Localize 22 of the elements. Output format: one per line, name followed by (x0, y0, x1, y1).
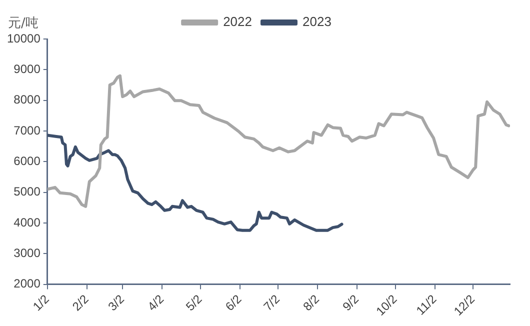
legend-label: 2022 (223, 14, 252, 30)
y-tick-label: 7000 (14, 123, 41, 138)
y-tick-label: 10000 (6, 31, 41, 46)
x-tick-label: 8/2 (300, 292, 322, 314)
y-tick-label: 9000 (14, 62, 41, 76)
y-axis-title: 元/吨 (8, 15, 38, 32)
legend-label: 2023 (302, 14, 332, 30)
x-tick-label: 2/2 (70, 292, 92, 314)
x-tick-label: 7/2 (260, 292, 283, 314)
x-tick-label: 11/2 (413, 292, 440, 318)
y-tick-label: 5000 (14, 184, 41, 199)
y-tick-label: 2000 (14, 276, 41, 291)
y-tick-label: 8000 (14, 92, 41, 107)
x-tick-label: 1/2 (30, 292, 52, 314)
y-tick-label: 4000 (14, 215, 41, 230)
x-tick-label: 3/2 (105, 292, 128, 314)
x-tick-label: 5/2 (183, 292, 205, 314)
x-tick-label: 9/2 (340, 292, 362, 314)
x-tick-label: 6/2 (222, 292, 245, 314)
y-tick-label: 3000 (14, 246, 41, 260)
y-tick-label: 6000 (14, 154, 41, 168)
x-tick-label: 4/2 (144, 292, 167, 314)
